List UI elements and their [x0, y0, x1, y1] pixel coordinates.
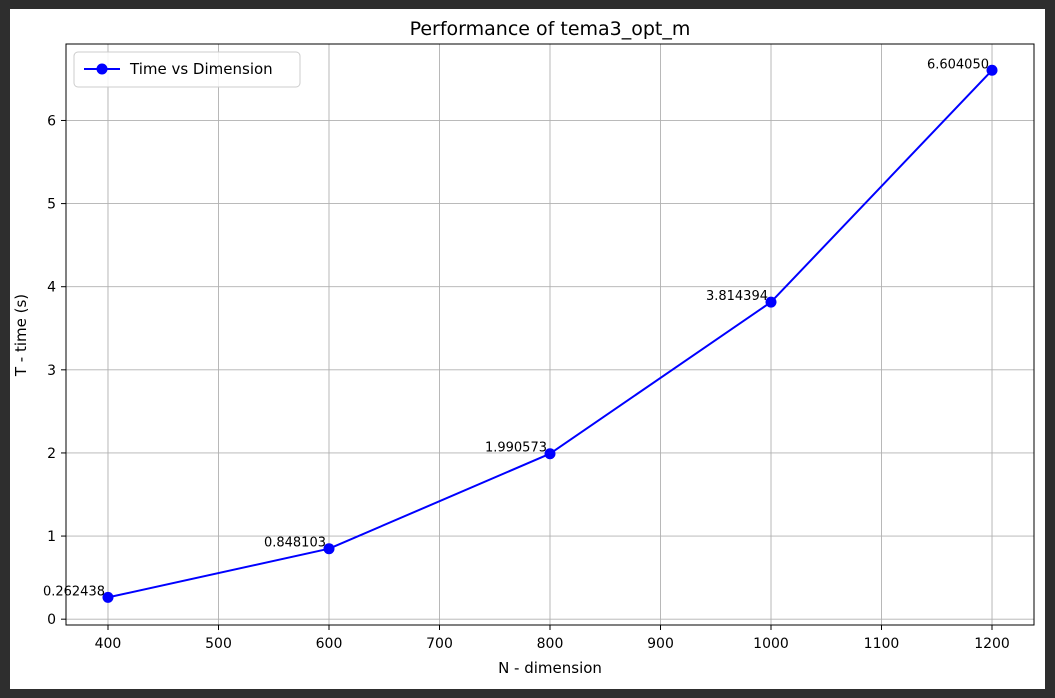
data-value-label: 0.848103	[264, 536, 326, 551]
x-tick-label: 800	[537, 636, 564, 652]
y-tick-label: 1	[47, 529, 56, 545]
data-value-label: 1.990573	[485, 441, 547, 456]
legend-label: Time vs Dimension	[129, 60, 273, 78]
x-tick-label: 1100	[864, 636, 900, 652]
x-tick-label: 400	[95, 636, 122, 652]
x-tick-label: 700	[426, 636, 453, 652]
x-tick-label: 1000	[753, 636, 789, 652]
x-tick-label: 600	[316, 636, 343, 652]
plot-frame	[65, 43, 1035, 626]
y-tick-label: 3	[47, 363, 56, 379]
y-tick-label: 0	[47, 612, 56, 628]
axis-ticks: 400 500 600 700 800 900 1000 1100 1200 0 1 2 3 4 5 6	[47, 113, 1010, 652]
data-point	[986, 64, 998, 76]
y-tick-label: 6	[47, 113, 56, 129]
y-tick-label: 2	[47, 446, 56, 462]
x-tick-label: 500	[205, 636, 232, 652]
legend-marker-swatch	[96, 63, 108, 75]
data-point	[544, 448, 556, 460]
chart-title: Performance of tema3_opt_m	[410, 18, 691, 40]
data-value-label: 6.604050	[927, 57, 989, 72]
legend-box	[73, 51, 301, 88]
y-axis-title: T - time (s)	[12, 294, 30, 377]
legend: Time vs Dimension	[73, 51, 301, 88]
data-point	[323, 543, 335, 555]
y-tick-label: 4	[47, 280, 56, 296]
line-chart: Performance of tema3_opt_m 400 500 600 700 8…	[12, 18, 1035, 677]
data-value-label: 0.262438	[43, 584, 105, 599]
x-tick-label: 1200	[974, 636, 1010, 652]
grid-lines	[66, 44, 1034, 625]
data-labels: 0.262438 0.848103 1.990573 3.814394 6.604050	[43, 57, 989, 599]
x-axis-title: N - dimension	[498, 659, 602, 677]
data-point	[765, 296, 777, 308]
x-tick-label: 900	[647, 636, 674, 652]
chart-figure: Performance of tema3_opt_m 400 500 600 700 8…	[10, 9, 1045, 689]
series-layer	[102, 64, 998, 603]
y-tick-label: 5	[47, 197, 56, 213]
data-point	[102, 591, 114, 603]
data-value-label: 3.814394	[706, 289, 768, 304]
